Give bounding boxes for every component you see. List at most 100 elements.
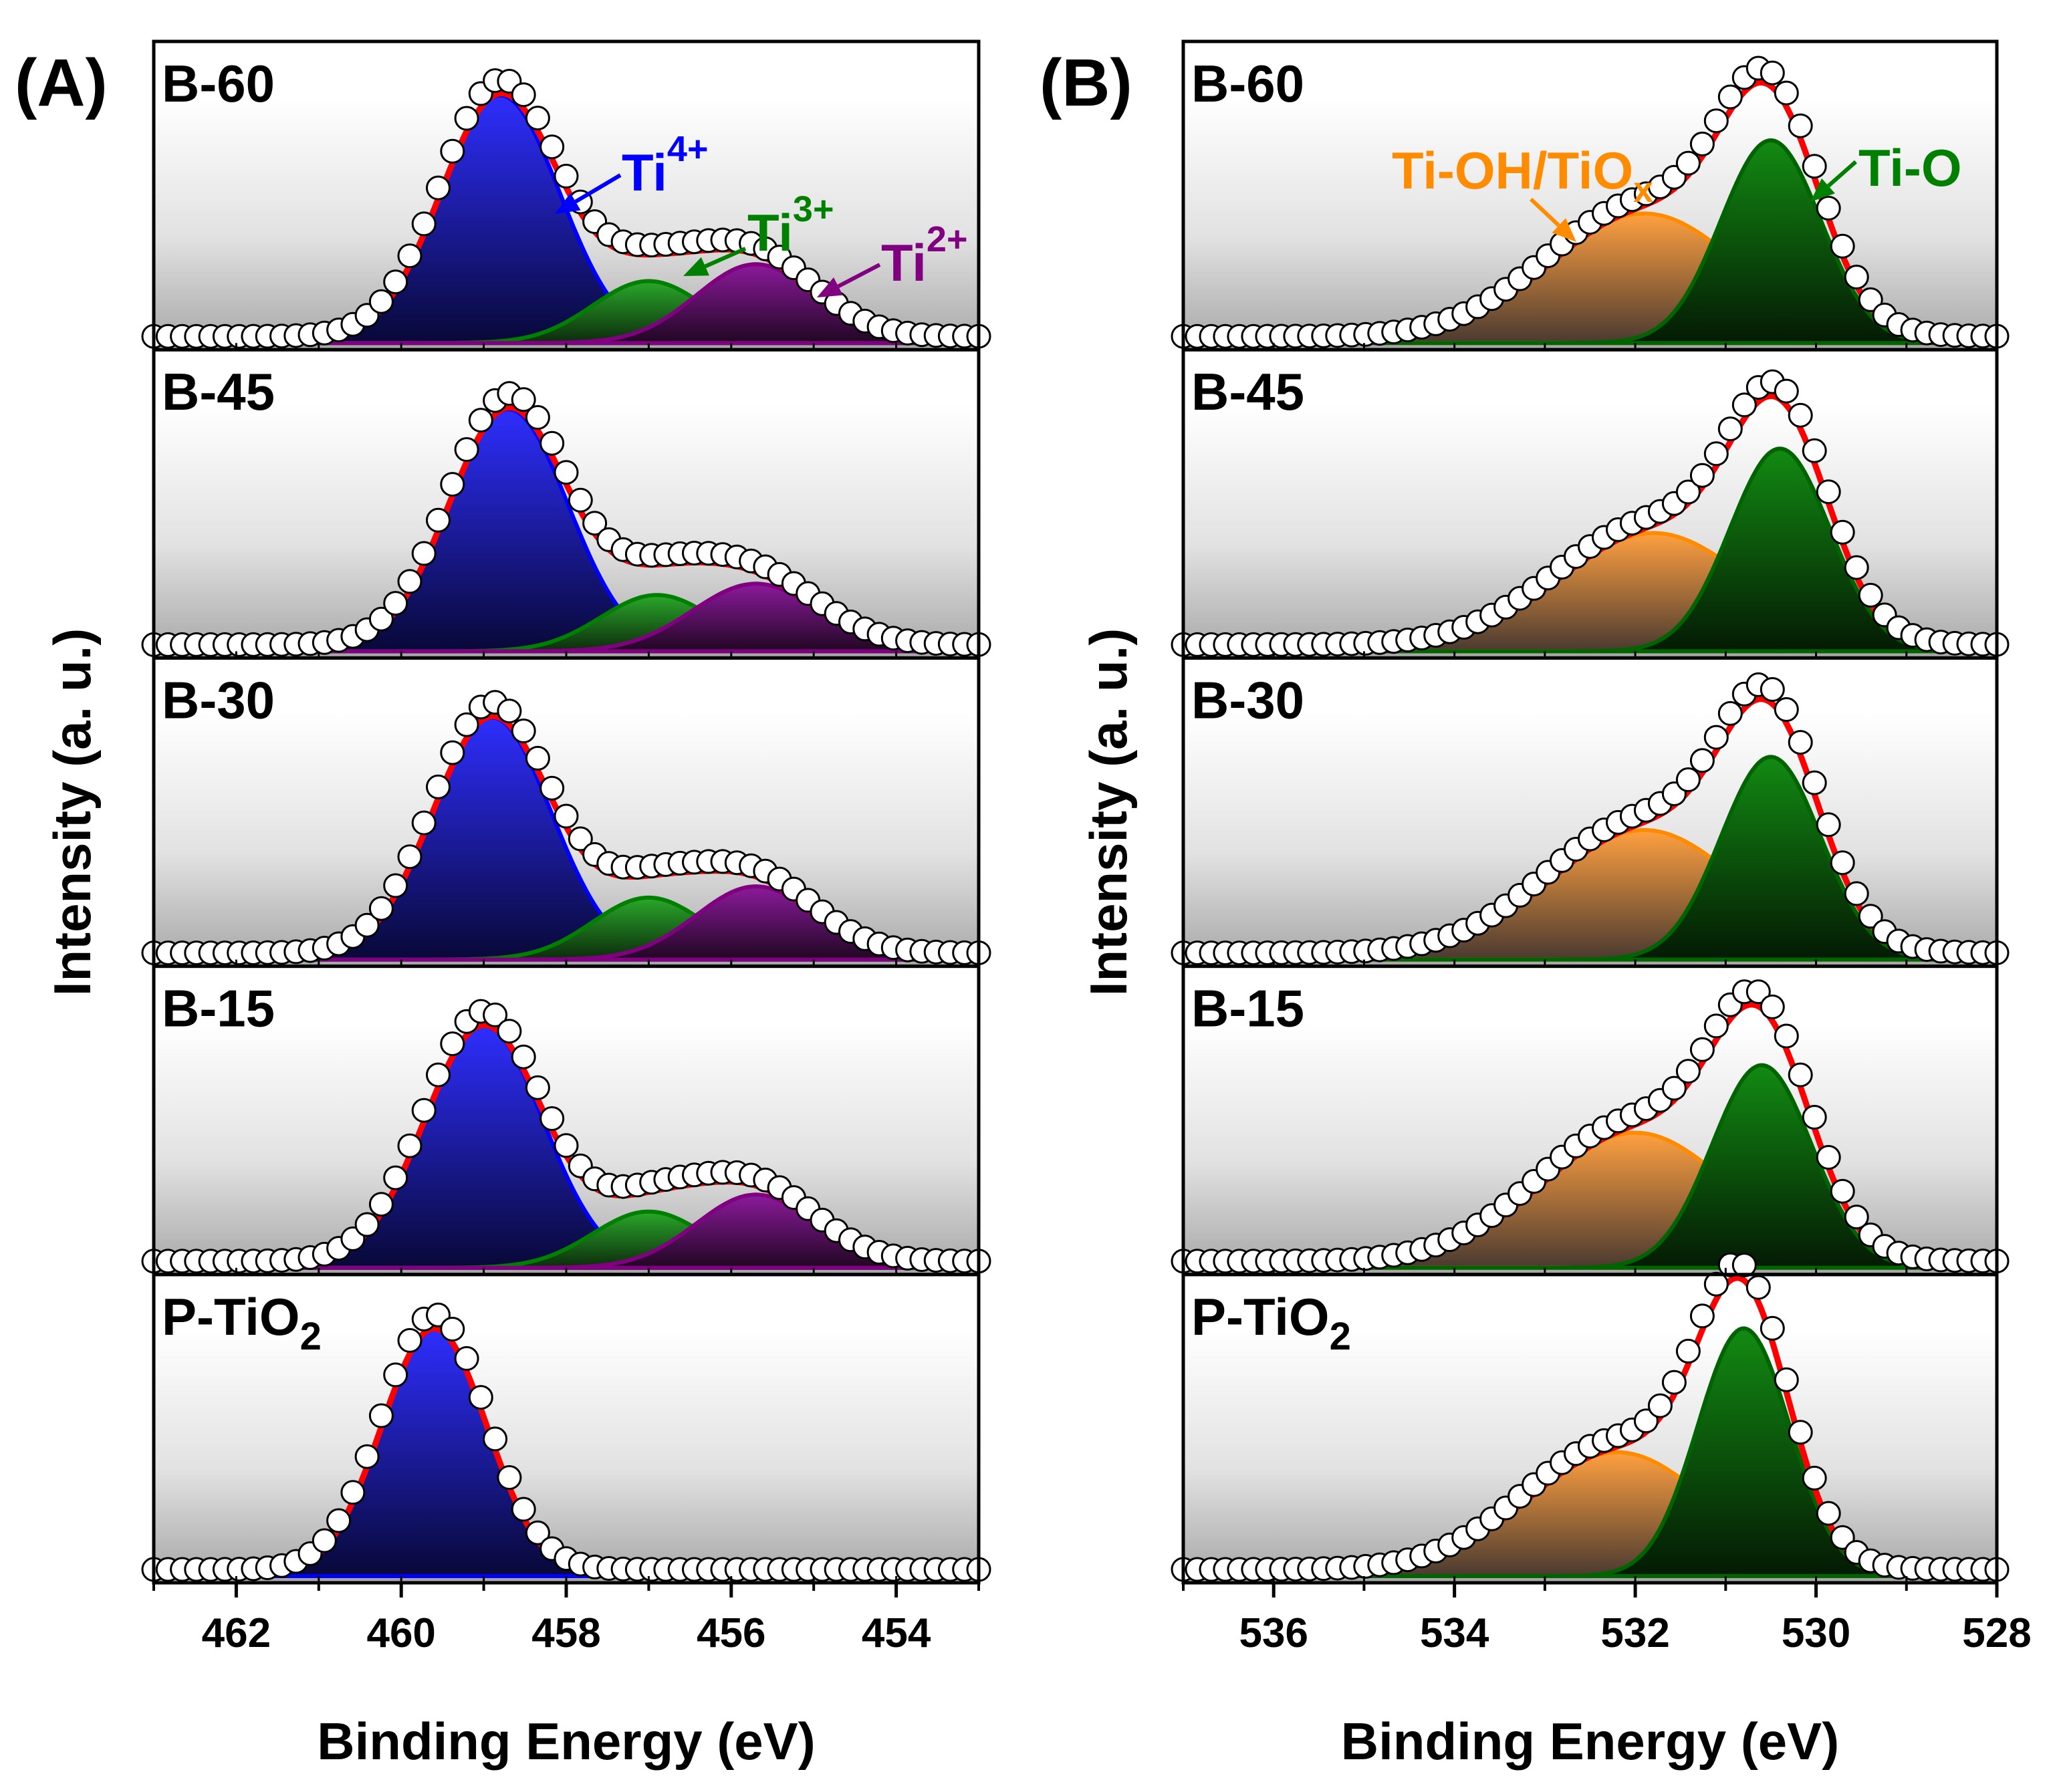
- subplot-b15: B-15: [1171, 965, 2010, 1277]
- raw-data-point: [440, 138, 465, 164]
- raw-data-point: [1830, 233, 1855, 259]
- arrow-ti2: [817, 263, 881, 297]
- x-tick-label: 532: [1600, 1610, 1669, 1656]
- raw-data-point: [1844, 265, 1869, 289]
- raw-data-point: [1760, 1315, 1785, 1341]
- raw-data-point: [554, 803, 579, 829]
- raw-data-point: [326, 1508, 352, 1533]
- raw-data-point: [1816, 1145, 1841, 1170]
- raw-data-point: [568, 487, 593, 513]
- x-tick-label: 462: [202, 1610, 271, 1656]
- raw-data-point: [511, 719, 536, 743]
- raw-data-point: [440, 1031, 465, 1057]
- raw-data-point: [554, 164, 579, 188]
- raw-data-point: [426, 1062, 451, 1087]
- x-tick-label: 528: [1962, 1610, 2031, 1656]
- subplot-b30: B-30: [1171, 656, 2010, 969]
- raw-data-point: [397, 1133, 422, 1158]
- raw-data-point: [426, 507, 451, 533]
- raw-data-point: [525, 405, 550, 430]
- subplot-b30: B-30: [141, 656, 991, 969]
- annotation-ti4: Ti4+: [622, 129, 709, 202]
- raw-data-point: [1703, 1013, 1729, 1039]
- raw-data-point: [1844, 555, 1869, 580]
- raw-data-point: [1760, 677, 1785, 702]
- raw-data-point: [511, 1044, 536, 1069]
- raw-data-point: [383, 591, 408, 616]
- raw-data-point: [1774, 1023, 1799, 1049]
- raw-data-point: [354, 912, 380, 938]
- sample-label: B-45: [1191, 362, 1304, 421]
- annotation-ti2: Ti2+: [881, 219, 968, 292]
- subplot-b45: B-45: [1171, 348, 2010, 660]
- raw-data-point: [1745, 1275, 1771, 1300]
- x-tick-label: 456: [697, 1610, 765, 1656]
- raw-data-point: [440, 1317, 465, 1341]
- raw-data-point: [1788, 1062, 1813, 1087]
- x-tick-label: 460: [366, 1610, 435, 1656]
- x-tick-label: 454: [862, 1610, 931, 1656]
- raw-data-point: [1802, 154, 1827, 179]
- raw-data-point: [1830, 1178, 1855, 1204]
- arrow-ti3: [683, 247, 747, 276]
- raw-data-point: [1689, 463, 1715, 488]
- x-tick-label: 458: [531, 1610, 600, 1656]
- raw-data-point: [426, 774, 451, 799]
- raw-data-point: [368, 1192, 394, 1217]
- raw-data-point: [1788, 1420, 1813, 1445]
- arrow-ti4: [555, 173, 622, 214]
- subplot-b15: B-15: [141, 965, 991, 1277]
- annotation-ti3: Ti3+: [747, 189, 834, 262]
- raw-data-point: [1788, 730, 1813, 755]
- raw-data-point: [1675, 767, 1701, 792]
- raw-data-point: [525, 1075, 550, 1100]
- raw-data-point: [1717, 700, 1743, 726]
- raw-data-point: [1703, 1271, 1729, 1297]
- raw-data-point: [582, 511, 608, 536]
- raw-data-point: [1675, 479, 1701, 505]
- raw-data-point: [1661, 1075, 1687, 1101]
- raw-data-point: [1675, 1059, 1701, 1084]
- raw-data-point: [1703, 108, 1729, 134]
- sample-label: B-15: [1191, 979, 1304, 1038]
- raw-data-point: [411, 1098, 437, 1123]
- subplot-ptio2: P-TiO2: [141, 1273, 991, 1585]
- raw-data-point: [1844, 881, 1869, 906]
- sample-label: B-15: [162, 979, 275, 1038]
- raw-data-point: [1830, 850, 1855, 876]
- raw-data-point: [411, 541, 437, 566]
- raw-data-point: [411, 211, 437, 237]
- raw-data-point: [1774, 80, 1799, 106]
- raw-data-point: [1858, 583, 1883, 608]
- raw-data-point: [554, 460, 579, 485]
- sample-label: B-30: [1191, 670, 1304, 729]
- sample-label: B-60: [1191, 54, 1304, 113]
- raw-data-point: [1774, 1367, 1799, 1392]
- raw-data-point: [397, 243, 422, 269]
- raw-data-point: [497, 698, 522, 724]
- panel-label: (A): [15, 45, 108, 120]
- raw-data-point: [1760, 60, 1785, 86]
- raw-data-point: [525, 1520, 550, 1545]
- raw-data-point: [1731, 1253, 1757, 1278]
- raw-data-point: [426, 175, 451, 201]
- raw-data-point: [440, 740, 465, 765]
- raw-data-point: [454, 437, 479, 462]
- y-axis-label: Intensity (a. u.): [43, 628, 102, 996]
- raw-data-point: [1858, 287, 1883, 312]
- raw-data-point: [525, 745, 550, 771]
- raw-data-point: [1802, 1465, 1827, 1491]
- raw-data-point: [1675, 150, 1701, 176]
- raw-data-point: [1830, 519, 1855, 545]
- x-axis-label: Binding Energy (eV): [1341, 1712, 1839, 1771]
- raw-data-point: [440, 472, 465, 497]
- raw-data-point: [1689, 1303, 1715, 1329]
- x-tick-label: 530: [1782, 1610, 1850, 1656]
- annotation-ti-o: Ti-O: [1858, 138, 1962, 197]
- raw-data-point: [554, 1133, 579, 1158]
- arrow-ti-o: [1810, 160, 1857, 202]
- raw-data-point: [1788, 113, 1813, 138]
- raw-data-point: [354, 1444, 380, 1469]
- raw-data-point: [383, 269, 408, 295]
